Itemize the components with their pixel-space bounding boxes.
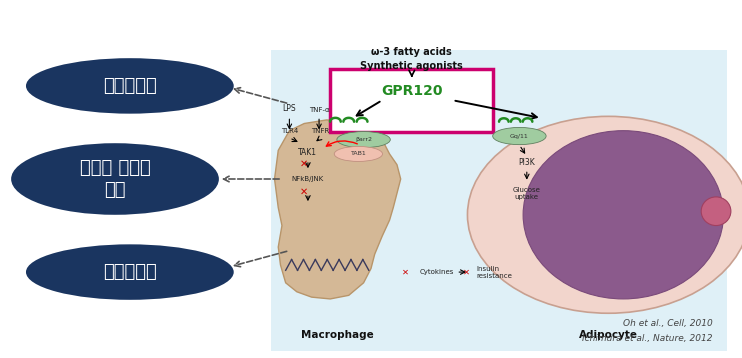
Ellipse shape bbox=[11, 143, 219, 215]
Text: Glucose
uptake: Glucose uptake bbox=[513, 187, 541, 200]
Ellipse shape bbox=[337, 132, 390, 148]
Text: Ichimura et al., Nature, 2012: Ichimura et al., Nature, 2012 bbox=[582, 334, 712, 343]
Text: 항비만작용: 항비만작용 bbox=[103, 263, 157, 281]
Bar bbox=[330, 69, 493, 132]
Text: 인슐린 저항성
개선: 인슐린 저항성 개선 bbox=[79, 159, 151, 199]
Ellipse shape bbox=[26, 58, 234, 114]
Text: Adipocyte: Adipocyte bbox=[579, 330, 638, 340]
Text: TAB1: TAB1 bbox=[350, 151, 367, 156]
Text: ✕: ✕ bbox=[402, 267, 410, 277]
Text: ✕: ✕ bbox=[462, 267, 470, 277]
Polygon shape bbox=[275, 120, 401, 299]
Ellipse shape bbox=[493, 127, 546, 145]
FancyBboxPatch shape bbox=[271, 50, 727, 351]
Text: Gq/11: Gq/11 bbox=[510, 134, 529, 139]
Text: GPR120: GPR120 bbox=[381, 84, 442, 98]
Text: ✕: ✕ bbox=[301, 187, 308, 197]
Ellipse shape bbox=[467, 116, 742, 313]
Text: TLR4: TLR4 bbox=[280, 128, 298, 134]
Ellipse shape bbox=[334, 146, 383, 161]
Ellipse shape bbox=[523, 131, 723, 299]
Text: Insulin
resistance: Insulin resistance bbox=[476, 266, 512, 279]
Text: ✕: ✕ bbox=[301, 159, 308, 169]
Text: 항염증작용: 항염증작용 bbox=[103, 77, 157, 95]
Ellipse shape bbox=[701, 197, 731, 226]
Text: Macrophage: Macrophage bbox=[301, 330, 374, 340]
Text: NFkB/JNK: NFkB/JNK bbox=[292, 176, 324, 182]
Text: Oh et al., Cell, 2010: Oh et al., Cell, 2010 bbox=[623, 319, 712, 329]
Ellipse shape bbox=[26, 245, 234, 300]
Text: TNFR: TNFR bbox=[312, 128, 329, 134]
Text: PI3K: PI3K bbox=[519, 158, 535, 168]
Text: TAK1: TAK1 bbox=[298, 147, 318, 157]
Text: LPS: LPS bbox=[283, 104, 296, 113]
Text: TNF-α: TNF-α bbox=[309, 107, 329, 113]
Text: ω-3 fatty acids
Synthetic agonists: ω-3 fatty acids Synthetic agonists bbox=[361, 48, 463, 71]
Text: Cytokines: Cytokines bbox=[419, 269, 453, 275]
Text: βarr2: βarr2 bbox=[355, 137, 372, 142]
